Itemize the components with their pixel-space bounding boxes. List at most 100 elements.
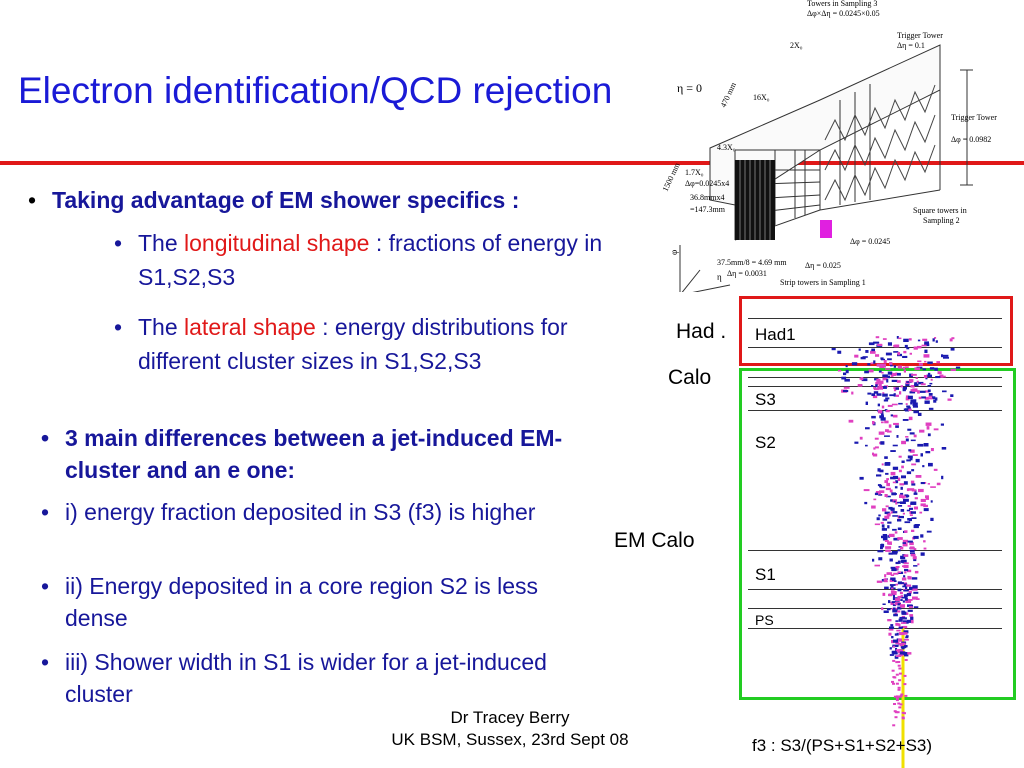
shower-hit [930,486,936,488]
shower-hit [881,579,886,582]
shower-hit [885,472,889,475]
shower-hit [889,394,895,397]
shower-hit [880,417,886,421]
shower-hit [904,571,907,574]
shower-hit [872,558,875,562]
shower-hit [920,482,925,485]
shower-hit [897,527,902,530]
shower-hit [905,395,909,399]
shower-hit [928,395,933,398]
shower-hit [919,429,925,433]
shower-hit [913,556,917,560]
shower-hit [915,377,918,379]
shower-hit [892,645,896,648]
shower-hit [909,373,913,378]
shower-hit [930,448,934,452]
shower-hit [889,558,893,562]
shower-hit [872,421,875,425]
shower-hit [914,382,918,385]
shower-hit [892,372,897,376]
shower-hit [907,518,912,521]
shower-hit [891,640,895,644]
shower-hit [913,346,918,350]
shower-hit [904,530,908,533]
shower-hit [890,499,893,502]
shower-hit [903,554,909,557]
shower-hit [903,683,907,686]
shower-hit [903,583,908,587]
shower-hit [908,408,912,411]
shower-hit [894,531,898,534]
shower-hit [880,543,884,546]
shower-hit [909,449,915,453]
shower-hit [911,463,917,466]
shower-hit [885,546,892,549]
shower-hit [885,549,891,552]
shower-hit [910,616,914,620]
shower-hit [895,425,899,428]
shower-hit [888,593,893,597]
shower-hit [884,511,890,515]
footer: Dr Tracey Berry UK BSM, Sussex, 23rd Sep… [340,707,680,751]
shower-hit [882,377,888,381]
shower-hit [897,688,901,691]
shower-hit [895,387,899,390]
f3-formula: f3 : S3/(PS+S1+S2+S3) [752,736,933,755]
shower-hit [898,706,902,709]
shower-hit [894,633,897,636]
shower-hit [875,384,878,388]
shower-hit [895,699,899,702]
shower-hit [892,528,897,531]
shower-hit [942,354,949,357]
shower-hit [913,606,919,608]
shower-hit [933,428,939,431]
shower-hit [851,391,854,395]
shower-hit [917,563,920,566]
shower-hit [902,419,909,421]
shower-hit [903,338,909,342]
shower-hit [913,434,917,438]
shower-hit [923,508,929,512]
shower-hit [911,577,918,580]
shower-hit [901,465,904,469]
sub-bullet-highlight: longitudinal shape [184,230,370,256]
shower-hit [868,342,875,346]
shower-hit [865,444,868,447]
shower-hit [913,524,919,529]
shower-hit [906,471,912,475]
bullet-marker: • [41,425,50,451]
shower-hit [896,644,899,647]
shower-hit [885,487,891,491]
shower-hit [890,577,896,580]
shower-hit [905,438,909,442]
shower-hit [905,382,910,387]
s1-dphi: Δφ=0.0245x4 [685,179,729,188]
mm-470-label: 470 mm [719,80,739,108]
shower-hit [891,592,897,596]
shower-hit [901,596,907,599]
shower-hit [883,360,887,364]
shower-hit [903,350,907,354]
shower-hit [885,397,890,400]
shower-hit [874,523,880,526]
shower-hit [871,505,876,509]
shower-hit [892,493,897,495]
shower-hit [885,352,892,356]
trigger-tower-side: Trigger Tower [951,113,997,122]
shower-hit [905,636,909,639]
shower-hit [900,646,907,649]
shower-hit [896,372,901,376]
shower-hit [902,366,905,370]
highlighted-cell [820,220,832,238]
shower-hit [907,599,913,601]
shower-hit [898,672,902,675]
differences-heading: • 3 main differences between a jet-induc… [41,422,565,486]
shower-hit [909,457,913,461]
shower-hit [904,694,908,697]
layer-line [748,608,1002,609]
shower-hit [907,609,913,612]
shower-hit [915,458,920,463]
shower-hit [901,605,905,608]
shower-hit [908,449,912,452]
shower-hit [892,414,898,418]
